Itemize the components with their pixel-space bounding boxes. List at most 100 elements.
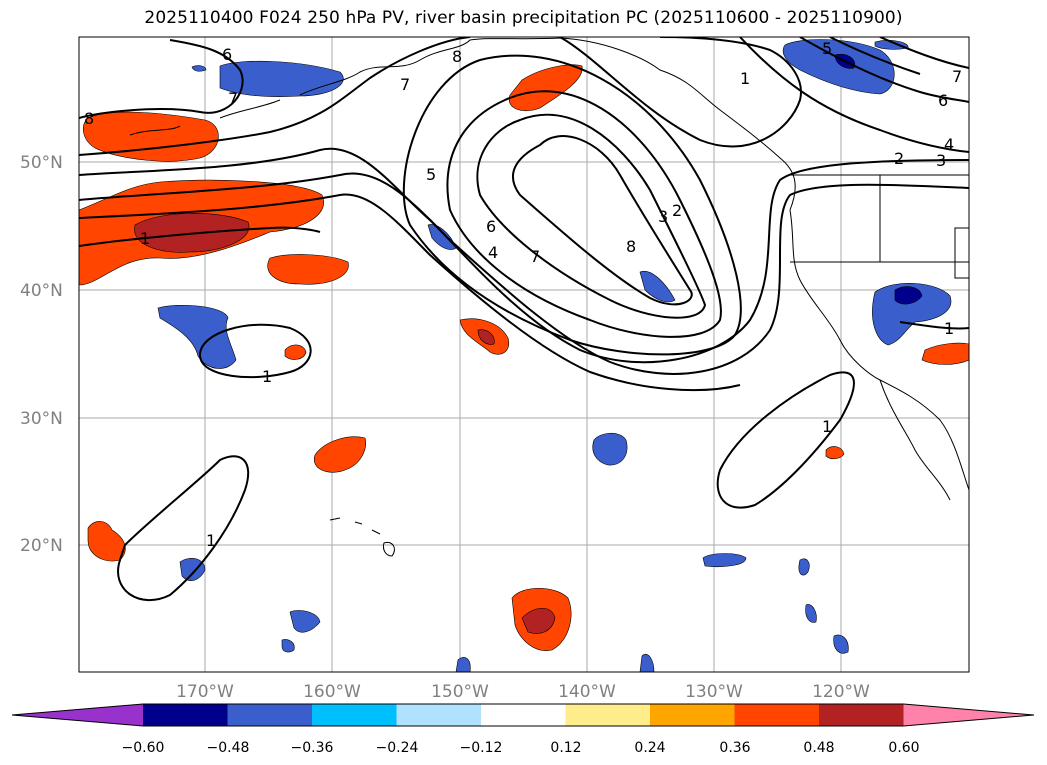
colorbar-extend-max bbox=[903, 704, 1034, 726]
contour-label: 1 bbox=[740, 69, 750, 88]
contour-label: 7 bbox=[400, 75, 410, 94]
us-border bbox=[790, 175, 969, 279]
colorbar bbox=[11, 703, 1035, 727]
map-frame bbox=[78, 36, 970, 673]
coast-alaska bbox=[299, 37, 796, 211]
contour-trough-4 bbox=[402, 54, 742, 356]
colorbar-tick-label: −0.12 bbox=[460, 740, 503, 756]
contour-label: 7 bbox=[228, 89, 238, 108]
colorbar-tick-labels: −0.60 −0.48 −0.36 −0.24 −0.12 0.12 0.24 … bbox=[122, 740, 920, 756]
contour-label: 3 bbox=[658, 207, 668, 226]
lon-label: 170°W bbox=[176, 682, 234, 702]
anomaly-pos-southwest bbox=[87, 521, 126, 562]
lat-label: 50°N bbox=[20, 153, 63, 173]
contour-label: 1 bbox=[140, 229, 150, 248]
anomaly-neg-center-south bbox=[592, 432, 628, 466]
contour-westerly-2 bbox=[79, 172, 969, 375]
contour-label: 5 bbox=[426, 165, 436, 184]
lat-label: 30°N bbox=[20, 409, 63, 429]
anomaly-neg-small-1 bbox=[427, 224, 457, 250]
anomaly-neg-small-2 bbox=[639, 270, 676, 303]
contour-westerly-1 bbox=[79, 147, 969, 364]
contour-label: 6 bbox=[222, 45, 232, 64]
contour-1-socal bbox=[899, 321, 969, 330]
contour-trough-3 bbox=[446, 90, 722, 338]
anomaly-pos-socal bbox=[921, 342, 969, 365]
anomaly-pos-small-1 bbox=[284, 344, 307, 360]
lon-label: 150°W bbox=[431, 682, 489, 702]
lat-label: 40°N bbox=[20, 281, 63, 301]
coast-hawaii bbox=[329, 517, 395, 557]
contour-label: 1 bbox=[944, 319, 954, 338]
anomaly-neg-s-4 bbox=[639, 653, 655, 672]
contour-label: 1 bbox=[822, 417, 832, 436]
anomaly-pos-small-2 bbox=[825, 446, 845, 460]
contour-label: 2 bbox=[894, 149, 904, 168]
colorbar-tick-label: 0.60 bbox=[888, 740, 919, 756]
colorbar-swatch bbox=[312, 704, 397, 726]
coast-aleutians bbox=[129, 99, 281, 136]
contour-trough-2 bbox=[476, 113, 707, 319]
anomaly-neg-east-small bbox=[702, 553, 747, 568]
anomaly-neg-california bbox=[872, 283, 952, 346]
lat-labels: 50°N 40°N 30°N 20°N bbox=[20, 153, 63, 556]
anomaly-neg-sw-1 bbox=[179, 557, 206, 581]
contour-1-west bbox=[79, 226, 321, 247]
contour-1-east bbox=[716, 371, 855, 509]
contour-label: 1 bbox=[206, 531, 216, 550]
anomaly-pos-south-core bbox=[521, 607, 556, 634]
colorbar-swatch bbox=[734, 704, 820, 726]
positive-anomalies bbox=[79, 64, 969, 651]
map-area: 6 7 8 8 7 1 5 6 4 7 8 3 2 1 5 7 6 4 2 3 … bbox=[79, 37, 969, 672]
colorbar-tick-label: 0.24 bbox=[634, 740, 665, 756]
contour-trough-inner bbox=[511, 135, 693, 306]
graticule bbox=[79, 37, 969, 672]
anomaly-pos-central-core bbox=[477, 329, 495, 345]
colorbar-tick-label: 0.36 bbox=[719, 740, 750, 756]
contour-label: 5 bbox=[822, 39, 832, 58]
anomaly-neg-west bbox=[157, 304, 237, 369]
contour-label: 8 bbox=[626, 237, 636, 256]
contour-label: 8 bbox=[452, 47, 462, 66]
contour-label: 1 bbox=[262, 367, 272, 386]
anomaly-pos-hawaii-north bbox=[313, 436, 366, 473]
colorbar-tick-label: −0.48 bbox=[207, 740, 250, 756]
contour-label: 7 bbox=[952, 67, 962, 86]
coast-baja bbox=[879, 379, 951, 501]
contour-trough-5 bbox=[79, 37, 471, 156]
contour-label: 2 bbox=[672, 201, 682, 220]
anomaly-neg-s-5 bbox=[455, 657, 471, 672]
colorbar-tick-label: −0.24 bbox=[376, 740, 419, 756]
anomaly-neg-sw-2 bbox=[289, 610, 321, 633]
anomaly-neg-tiny bbox=[191, 65, 207, 72]
anomaly-pos-east-blob bbox=[267, 254, 349, 285]
colorbar-swatch bbox=[143, 704, 228, 726]
colorbar-tick-label: −0.60 bbox=[122, 740, 165, 756]
colorbar-tick-label: −0.36 bbox=[291, 740, 334, 756]
lat-label: 20°N bbox=[20, 536, 63, 556]
colorbar-swatch bbox=[227, 704, 313, 726]
contour-ridge-2 bbox=[739, 37, 969, 153]
contour-label: 6 bbox=[938, 91, 948, 110]
colorbar-tick-label: 0.12 bbox=[550, 740, 581, 756]
colorbar-swatch bbox=[481, 704, 566, 726]
lon-label: 120°W bbox=[812, 682, 870, 702]
lon-label: 140°W bbox=[558, 682, 616, 702]
colorbar-outline bbox=[11, 703, 1035, 727]
anomaly-pos-gulf-alaska bbox=[508, 64, 583, 112]
contour-nw-loop bbox=[79, 39, 244, 119]
contour-ridge-1 bbox=[559, 37, 802, 148]
negative-anomalies bbox=[157, 39, 952, 672]
contour-westerly-3 bbox=[79, 193, 741, 392]
contour-1-center bbox=[198, 323, 312, 379]
contour-label: 7 bbox=[530, 247, 540, 266]
anomaly-neg-s-3 bbox=[833, 634, 849, 654]
anomaly-neg-s-2 bbox=[805, 604, 817, 623]
contour-label: 4 bbox=[488, 243, 498, 262]
anomaly-neg-bering bbox=[219, 60, 344, 98]
contour-label: 3 bbox=[936, 151, 946, 170]
colorbar-swatch bbox=[565, 704, 651, 726]
colorbar-swatch bbox=[819, 704, 904, 726]
map-title: 2025110400 F024 250 hPa PV, river basin … bbox=[144, 8, 903, 28]
contour-1-southwest bbox=[117, 455, 250, 601]
